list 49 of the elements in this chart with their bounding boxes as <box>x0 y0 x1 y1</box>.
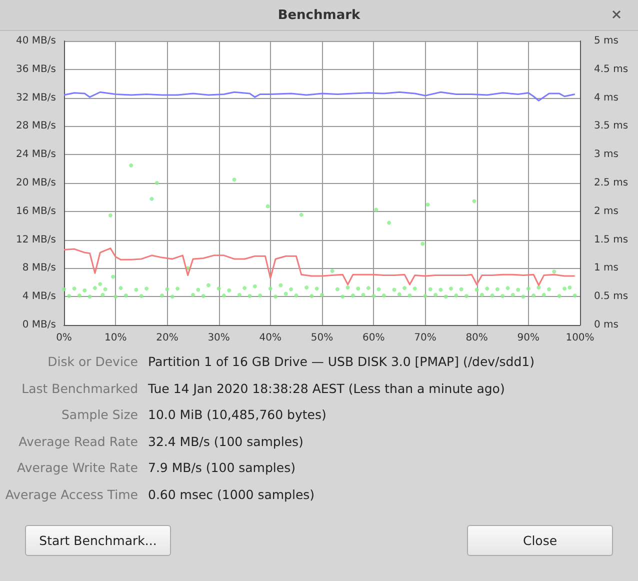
y-tick-label: 36 MB/s <box>16 64 56 75</box>
y-tick-label: 28 MB/s <box>16 120 56 132</box>
y2-tick-label: 3.5 ms <box>594 120 628 132</box>
y2-tick-label: 3 ms <box>594 149 618 160</box>
text: Tue 14 Jan 2020 18:38:28 AEST (Less than a minute ago) <box>148 380 505 396</box>
text: 10.0 MiB (10,485,760 bytes) <box>148 407 326 422</box>
y2-tick-label: 4.5 ms <box>594 64 628 75</box>
y-tick-label: 8 MB/s <box>22 262 56 274</box>
line-series <box>63 91 576 102</box>
y-tick-label: 32 MB/s <box>16 92 56 104</box>
x-tick-label: 100% <box>566 332 594 344</box>
y-tick-label: 4 MB/s <box>22 291 56 302</box>
x-tick-label: 90% <box>517 332 540 344</box>
text: Last Benchmarked <box>22 380 138 396</box>
text: Average Write Rate <box>17 460 138 475</box>
x-tick-label: 50% <box>310 332 334 344</box>
x-tick-label: 20% <box>156 332 178 344</box>
x-tick-label: 10% <box>104 332 127 344</box>
text: 0.60 msec (1000 samples) <box>148 486 315 502</box>
y-tick-label: 16 MB/s <box>16 206 56 217</box>
y2-tick-label: 0 ms <box>594 320 618 330</box>
text: Sample Size <box>61 407 138 422</box>
x-tick-label: 60% <box>362 332 385 344</box>
y2-tick-label: 2.5 ms <box>594 178 628 188</box>
text: 7.9 MB/s (100 samples) <box>148 460 296 475</box>
text: Close <box>467 525 613 556</box>
y2-tick-label: 5 ms <box>594 36 618 46</box>
y-tick-label: 20 MB/s <box>16 178 56 188</box>
text: Disk or Device <box>48 354 138 369</box>
y2-tick-label: 1.5 ms <box>594 234 628 246</box>
x-tick-label: 0% <box>56 332 72 344</box>
text: Average Access Time <box>5 486 138 502</box>
text: Average Read Rate <box>18 434 138 448</box>
x-tick-label: 30% <box>208 332 230 344</box>
y-tick-label: 24 MB/s <box>16 149 56 160</box>
y-tick-label: 0 MB/s <box>22 320 56 330</box>
y-tick-label: 12 MB/s <box>16 234 56 246</box>
text: Start Benchmark... <box>25 525 171 556</box>
y2-tick-label: 2 ms <box>594 206 618 217</box>
x-tick-label: 40% <box>259 332 282 344</box>
y2-tick-label: 4 ms <box>594 92 618 104</box>
chart-title: Benchmark <box>278 8 360 22</box>
x-tick-label: 70% <box>414 332 436 344</box>
y-tick-label: 40 MB/s <box>16 36 56 46</box>
y2-tick-label: 1 ms <box>594 262 618 274</box>
x-tick-label: 80% <box>466 332 488 344</box>
y2-tick-label: 0.5 ms <box>594 291 628 302</box>
text: 32.4 MB/s (100 samples) <box>148 434 304 448</box>
text: Partition 1 of 16 GB Drive — USB DISK 3.0 [PMAP] (/dev/sdd1) <box>148 354 534 369</box>
